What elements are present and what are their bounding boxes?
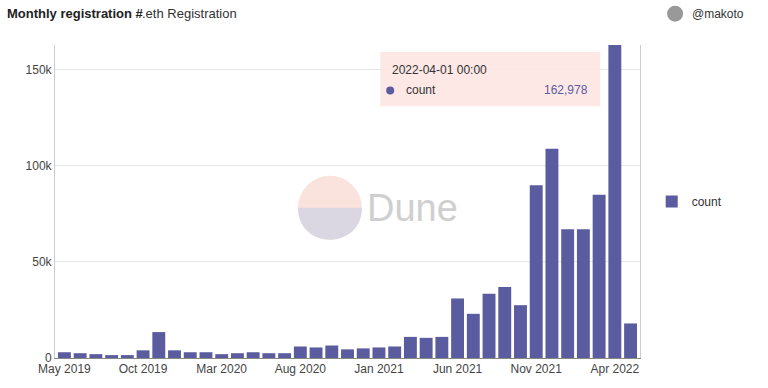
svg-text:count: count — [692, 195, 722, 209]
svg-text:May 2019: May 2019 — [38, 362, 91, 376]
svg-text:Aug 2020: Aug 2020 — [275, 362, 327, 376]
svg-text:Jan 2021: Jan 2021 — [354, 362, 404, 376]
svg-text:Monthly registration #: Monthly registration # — [7, 6, 144, 21]
svg-text:2022-04-01 00:00: 2022-04-01 00:00 — [392, 63, 487, 77]
svg-text:50k: 50k — [32, 255, 52, 269]
svg-text:Jun 2021: Jun 2021 — [433, 362, 483, 376]
svg-text:Mar 2020: Mar 2020 — [196, 362, 247, 376]
svg-text:162,978: 162,978 — [544, 83, 588, 97]
svg-text:Oct 2019: Oct 2019 — [119, 362, 168, 376]
svg-text:100k: 100k — [26, 159, 53, 173]
svg-text:@makoto: @makoto — [692, 7, 744, 21]
svg-text:0: 0 — [45, 351, 52, 365]
svg-text:150k: 150k — [26, 63, 53, 77]
svg-text:Apr 2022: Apr 2022 — [590, 362, 639, 376]
svg-text:Dune: Dune — [367, 187, 458, 229]
svg-text:count: count — [406, 83, 436, 97]
svg-text:Nov 2021: Nov 2021 — [511, 362, 563, 376]
svg-text:.eth Registration: .eth Registration — [142, 6, 237, 21]
